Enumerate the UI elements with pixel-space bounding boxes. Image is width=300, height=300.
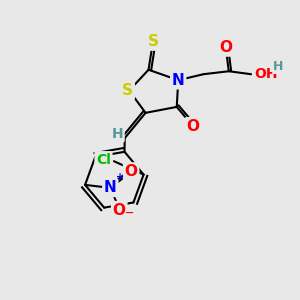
Text: S: S <box>148 34 158 49</box>
Text: O: O <box>124 164 138 179</box>
Text: N: N <box>104 180 117 195</box>
Text: O: O <box>113 202 126 217</box>
Text: N: N <box>172 73 184 88</box>
Text: Cl: Cl <box>96 153 111 167</box>
Text: H: H <box>273 60 284 73</box>
Text: −: − <box>125 208 135 218</box>
Text: O: O <box>187 119 200 134</box>
Text: H: H <box>112 127 123 141</box>
Text: +: + <box>116 172 124 182</box>
Text: S: S <box>122 83 133 98</box>
Text: OH: OH <box>254 67 278 81</box>
Text: O: O <box>219 40 232 55</box>
